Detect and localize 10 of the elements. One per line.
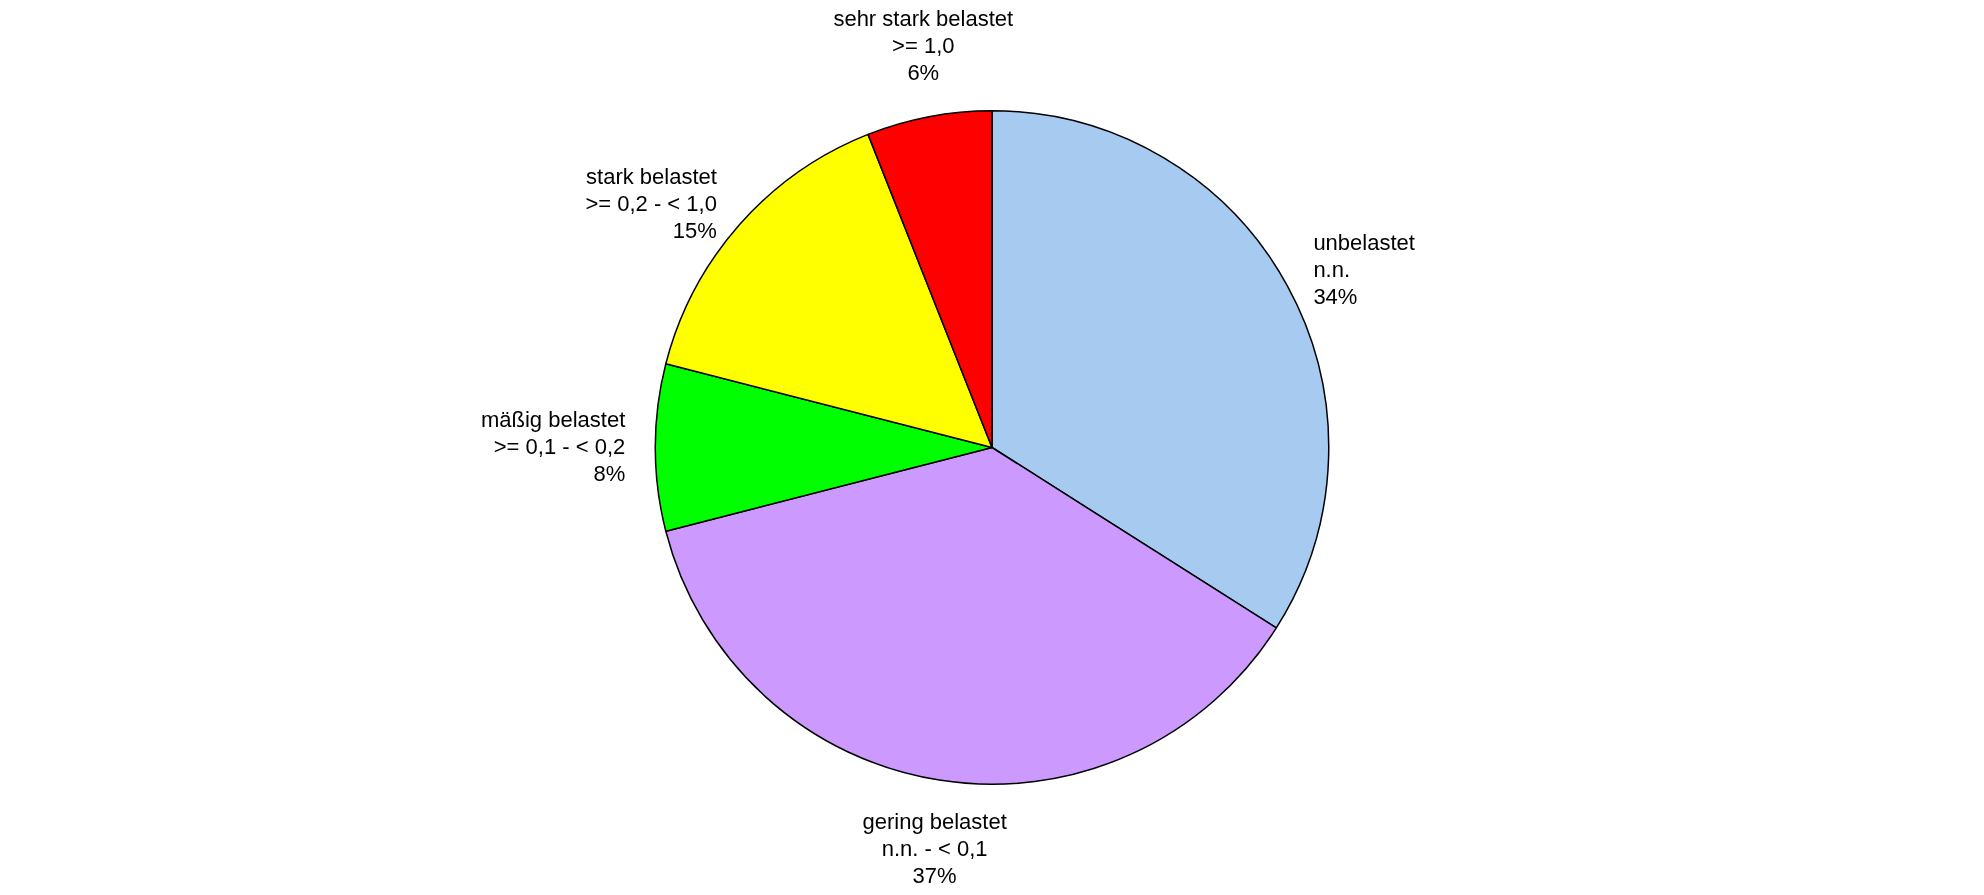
slice-label: gering belastet n.n. - < 0,1 — [862, 809, 1007, 862]
data-label: 37% — [912, 863, 957, 889]
data-label: 15% — [672, 218, 717, 244]
data-label: 8% — [593, 460, 626, 486]
slice-label: unbelastet n.n. — [1313, 229, 1415, 282]
data-label: 6% — [907, 59, 940, 85]
slice-label: sehr stark belastet >= 1,0 — [833, 5, 1014, 58]
data-label: 34% — [1313, 283, 1358, 309]
slice-label: mäßig belastet >= 0,1 - < 0,2 — [480, 406, 626, 459]
slice-label: stark belastet >= 0,2 - < 1,0 — [585, 164, 717, 217]
